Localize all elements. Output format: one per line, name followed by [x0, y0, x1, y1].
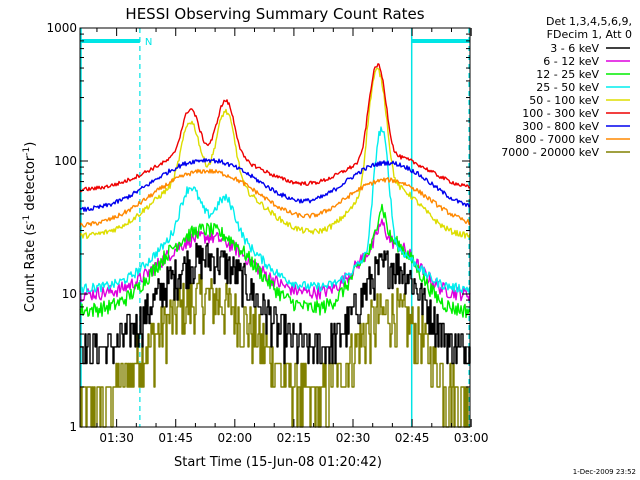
series-line: [80, 242, 471, 365]
timestamp: 1-Dec-2009 23:52: [573, 468, 636, 476]
series-line: [80, 273, 470, 428]
legend-entry-label: 6 - 12 keV: [543, 55, 599, 68]
x-tick-label: 02:30: [336, 431, 371, 445]
legend-header-line-2: FDecim 1, Att 0: [547, 28, 632, 41]
x-tick-label: 02:15: [277, 431, 312, 445]
x-tick-label: 01:45: [158, 431, 193, 445]
legend-entry-label: 25 - 50 keV: [536, 81, 599, 94]
legend-entry-label: 300 - 800 keV: [522, 120, 599, 133]
y-tick-label: 1000: [46, 21, 77, 35]
y-tick-label: 1: [69, 420, 77, 434]
x-tick-label: 02:00: [218, 431, 253, 445]
series-line: [79, 218, 471, 302]
legend-entry-label: 3 - 6 keV: [550, 42, 599, 55]
night-label: N: [145, 37, 152, 48]
plot-frame: [79, 27, 471, 428]
y-axis-ticks: 1 10 100 1000: [46, 21, 470, 434]
series-line: [79, 168, 471, 228]
y-tick-label: 10: [62, 287, 77, 301]
x-axis-label: Start Time (15-Jun-08 01:20:42): [174, 455, 382, 470]
series-line: [79, 126, 471, 294]
y-axis-label: Count Rate (s-1 detector-1): [22, 142, 38, 313]
legend-header-line-1: Det 1,3,4,5,6,9,: [546, 15, 632, 28]
legend-entry-label: 7000 - 20000 keV: [501, 146, 599, 159]
x-tick-label: 03:00: [454, 431, 489, 445]
series-line: [79, 158, 471, 212]
x-axis-ticks: 01:30 01:45 02:00 02:15 02:30 02:45 03:00: [96, 28, 489, 445]
series-layer: [79, 63, 471, 428]
y-tick-label: 100: [54, 154, 77, 168]
x-tick-label: 01:30: [99, 431, 134, 445]
night-indicators: N: [80, 28, 470, 427]
legend-entry-label: 100 - 300 keV: [522, 107, 599, 120]
series-line: [79, 67, 471, 240]
series-line: [79, 63, 471, 193]
chart-title: HESSI Observing Summary Count Rates: [125, 5, 424, 23]
legend-entry-label: 12 - 25 keV: [536, 68, 599, 81]
legend-entry-label: 800 - 7000 keV: [515, 133, 599, 146]
legend-entry-label: 50 - 100 keV: [529, 94, 599, 107]
x-tick-label: 02:45: [395, 431, 430, 445]
